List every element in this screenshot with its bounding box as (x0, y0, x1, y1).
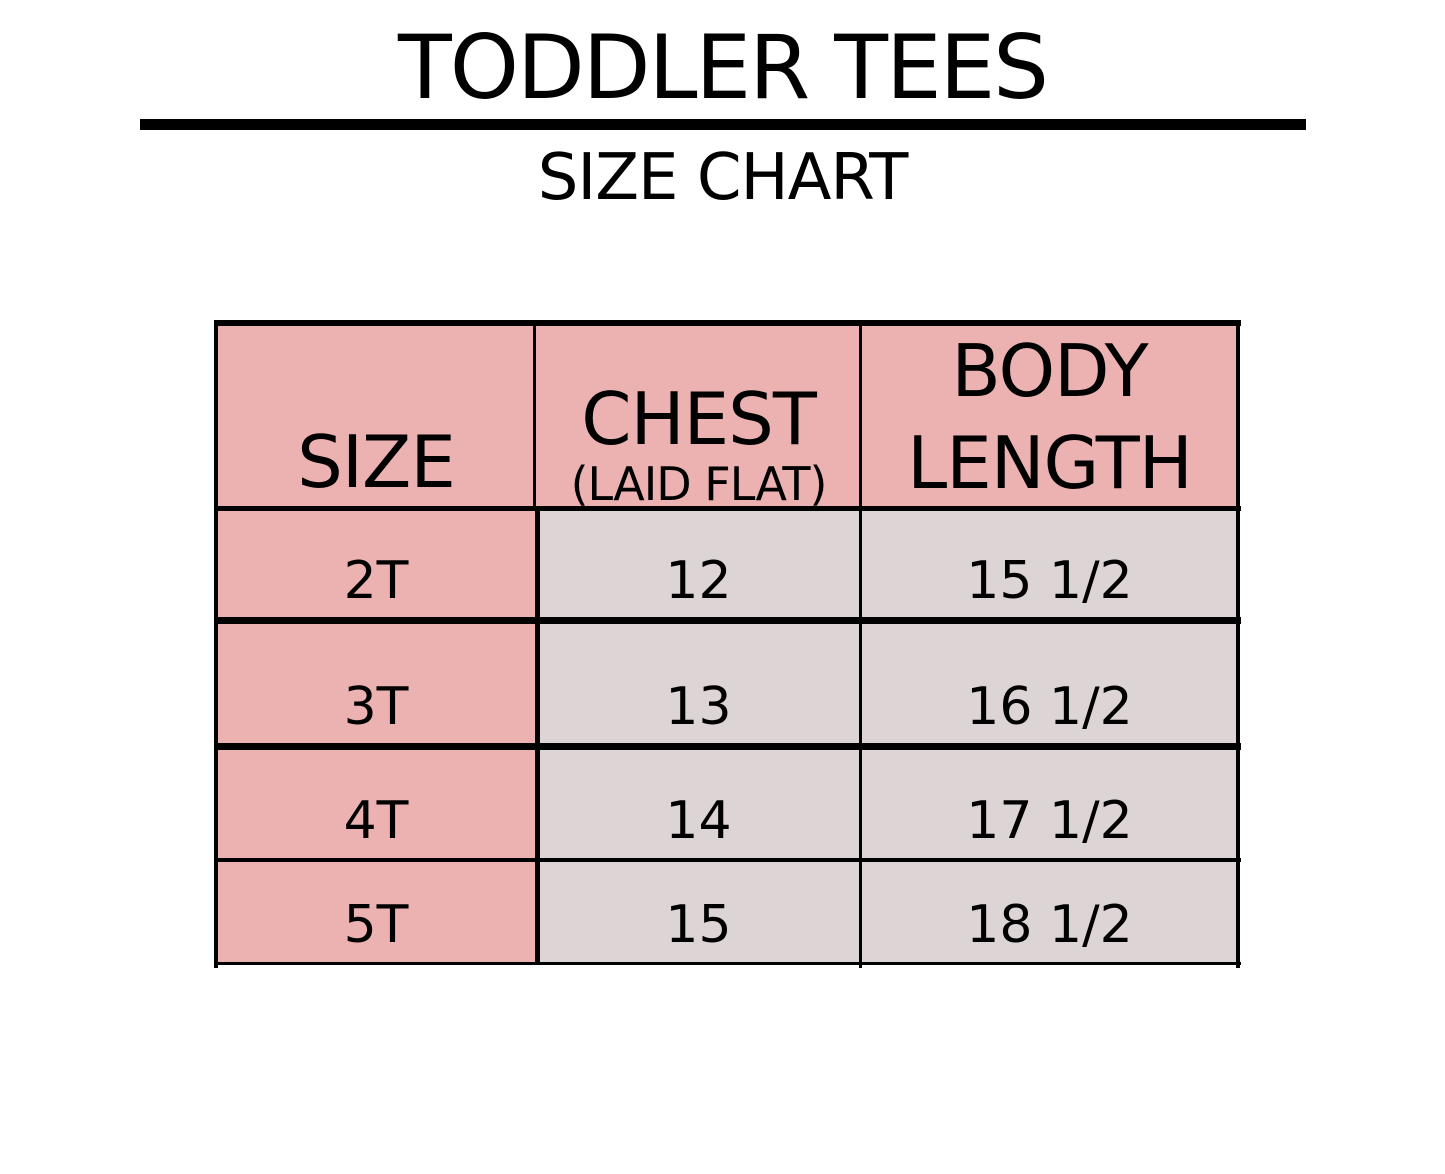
title-divider (140, 119, 1306, 130)
row-divider (216, 858, 1241, 862)
size-cell: 4T (216, 747, 536, 861)
page-title: TODDLER TEES (397, 16, 1049, 119)
body-length-cell: 16 1/2 (861, 621, 1238, 747)
size-cell: 2T (216, 509, 536, 621)
column-divider (535, 509, 540, 965)
chest-cell: 12 (536, 509, 861, 621)
body-length-cell: 18 1/2 (861, 861, 1238, 965)
row-divider (216, 506, 1241, 511)
header-body-length-line2: LENGTH (907, 421, 1193, 505)
chest-cell: 15 (536, 861, 861, 965)
table-bottom-border (216, 962, 1241, 965)
header-body-length: BODY LENGTH (861, 323, 1238, 509)
header-body-length-line1: BODY (951, 329, 1148, 413)
body-length-cell: 17 1/2 (861, 747, 1238, 861)
table-top-border (214, 320, 1241, 326)
chest-cell: 14 (536, 747, 861, 861)
row-divider (216, 743, 1241, 750)
size-cell: 5T (216, 861, 536, 965)
header-size-label: SIZE (297, 420, 456, 504)
chest-cell: 13 (536, 621, 861, 747)
body-length-cell: 15 1/2 (861, 509, 1238, 621)
row-divider (216, 617, 1241, 624)
header-chest-note: (LAID FLAT) (570, 457, 828, 511)
table-right-border (1236, 320, 1240, 968)
size-cell: 3T (216, 621, 536, 747)
table-left-border (214, 320, 218, 968)
page-subtitle: SIZE CHART (537, 141, 909, 215)
header-chest: CHEST (LAID FLAT) (536, 323, 861, 509)
column-divider (533, 320, 536, 510)
header-size: SIZE (216, 323, 536, 509)
column-divider (859, 320, 862, 968)
header-chest-label: CHEST (581, 377, 817, 461)
